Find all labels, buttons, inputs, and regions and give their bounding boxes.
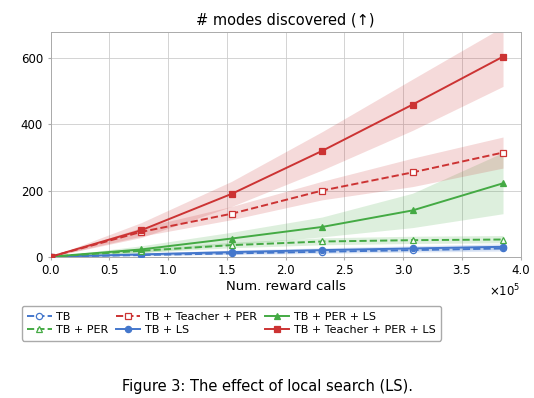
Legend: TB, TB + PER, TB + Teacher + PER, TB + LS, TB + PER + LS, TB + Teacher + PER + L: TB, TB + PER, TB + Teacher + PER, TB + L… <box>21 306 441 341</box>
X-axis label: Num. reward calls: Num. reward calls <box>226 280 345 293</box>
Text: $\times10^5$: $\times10^5$ <box>489 283 521 299</box>
Text: Figure 3: The effect of local search (LS).: Figure 3: The effect of local search (LS… <box>122 379 412 394</box>
Title: # modes discovered (↑): # modes discovered (↑) <box>197 13 375 28</box>
